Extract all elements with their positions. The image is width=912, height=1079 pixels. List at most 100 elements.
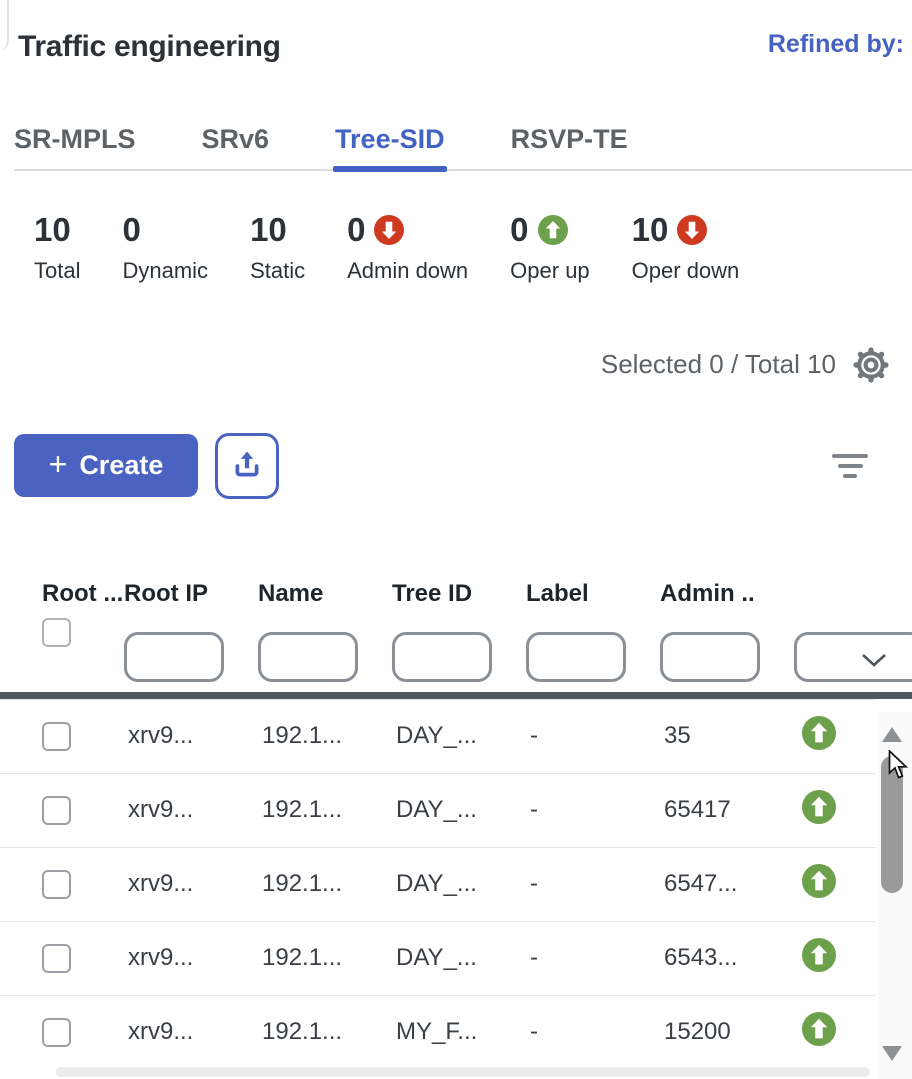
panel-edge [0,0,9,50]
cell-name: DAY_... [396,796,477,824]
tab-bar: SR-MPLS SRv6 Tree-SID RSVP-TE [14,124,912,172]
table-row[interactable]: xrv9... 192.1... DAY_... - 6547... [0,846,876,921]
cell-label: 6543... [664,944,738,972]
stat-value: 0 [510,211,529,248]
table-header-row: Root ... Root IP Name Tree ID Label Admin .. [0,580,912,608]
row-checkbox[interactable] [42,721,71,751]
cell-root-device: xrv9... [128,944,194,972]
stat-block: 10 Total [34,211,81,284]
stat-label: Total [34,257,81,283]
stat-block: 10 Static [250,211,306,284]
cell-label: 65417 [664,796,731,824]
status-up-icon [537,215,568,246]
stat-value: 10 [250,211,287,248]
stat-value: 0 [347,211,366,248]
cell-root-ip: 192.1... [262,1018,343,1046]
create-button[interactable]: + Create [14,434,198,498]
cell-tree-id: - [530,796,538,824]
cell-root-ip: 192.1... [262,796,343,824]
filter-input-root-ip[interactable] [258,631,358,682]
column-header[interactable]: Label [526,579,589,607]
refined-by-link[interactable]: Refined by: [767,30,904,58]
plus-icon: + [48,446,68,483]
filter-input-root-device[interactable] [124,631,224,682]
selection-summary: Selected 0 / Total 10 [600,349,836,380]
stat-value: 0 [122,211,141,248]
filter-input-tree-id[interactable] [526,631,626,682]
column-header[interactable]: Admin .. [660,579,755,607]
stat-block: 10 Oper down [631,211,740,284]
stat-label: Dynamic [122,257,209,283]
row-checkbox[interactable] [42,943,71,973]
cell-root-device: xrv9... [128,1018,194,1046]
scroll-up-icon[interactable] [882,727,902,742]
stat-value: 10 [34,211,71,248]
stat-label: Oper up [510,257,590,283]
horizontal-scrollbar[interactable] [56,1067,870,1077]
cell-name: DAY_... [396,870,477,898]
admin-up-icon [802,715,836,750]
cell-tree-id: - [530,722,538,750]
cell-root-ip: 192.1... [262,944,343,972]
row-checkbox[interactable] [42,795,71,825]
cell-tree-id: - [530,944,538,972]
cell-tree-id: - [530,1018,538,1046]
table-body: xrv9... 192.1... DAY_... - 35 xrv9.. [0,698,876,1069]
cell-root-ip: 192.1... [262,722,343,750]
tab[interactable]: RSVP-TE [510,124,628,154]
cell-tree-id: - [530,870,538,898]
vertical-scrollbar-thumb[interactable] [881,756,903,893]
upload-icon [230,447,264,484]
cell-name: DAY_... [396,944,477,972]
stat-block: 0 Admin down [347,211,469,284]
table-header-divider [0,691,912,699]
status-down-icon [677,215,708,246]
table-row[interactable]: xrv9... 192.1... DAY_... - 35 [0,698,876,773]
cell-label: 15200 [664,1018,731,1046]
stats-row: 10 Total 0 Dynamic 10 [34,211,912,284]
cell-root-device: xrv9... [128,870,194,898]
stat-block: 0 Dynamic [122,211,209,284]
table-filter-row [0,617,912,682]
table-row[interactable]: xrv9... 192.1... MY_F... - 15200 [0,994,876,1069]
stat-label: Static [250,257,306,283]
cell-root-device: xrv9... [128,722,194,750]
table-row[interactable]: xrv9... 192.1... DAY_... - 6543... [0,920,876,995]
select-all-checkbox[interactable] [42,617,71,647]
admin-up-icon [802,863,836,898]
admin-up-icon [802,937,836,972]
cell-root-device: xrv9... [128,796,194,824]
filter-input-label[interactable] [660,631,760,682]
filter-input-name[interactable] [392,631,492,682]
chevron-down-icon [861,653,887,672]
admin-up-icon [802,789,836,824]
status-down-icon [374,215,405,246]
column-header[interactable]: Tree ID [392,579,473,607]
tab[interactable]: SRv6 [201,124,270,154]
stat-block: 0 Oper up [510,211,590,284]
admin-up-icon [802,1011,836,1046]
column-header[interactable]: Root ... [42,579,124,607]
stat-label: Oper down [631,257,740,283]
cell-root-ip: 192.1... [262,870,343,898]
cell-label: 6547... [664,870,738,898]
gear-icon[interactable] [852,346,890,384]
page-title: Traffic engineering [18,30,281,63]
filter-select-admin-status[interactable] [794,631,912,682]
tab[interactable]: Tree-SID [333,124,447,172]
cell-name: MY_F... [396,1018,478,1046]
stat-label: Admin down [347,257,469,283]
row-checkbox[interactable] [42,1017,71,1047]
column-header[interactable]: Name [258,579,324,607]
row-checkbox[interactable] [42,869,71,899]
import-button[interactable] [215,432,279,499]
cell-name: DAY_... [396,722,477,750]
stat-value: 10 [631,211,669,248]
tab[interactable]: SR-MPLS [14,124,136,154]
scroll-down-icon[interactable] [882,1046,902,1061]
filter-icon[interactable] [832,453,868,478]
column-header[interactable]: Root IP [124,579,208,607]
table-row[interactable]: xrv9... 192.1... DAY_... - 65417 [0,772,876,847]
cell-label: 35 [664,722,691,750]
